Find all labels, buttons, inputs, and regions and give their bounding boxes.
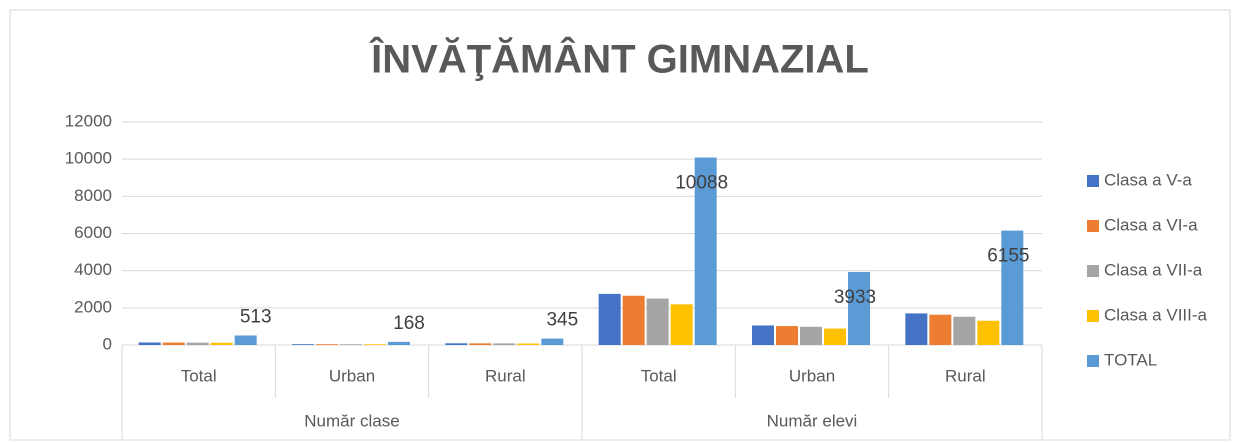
bar: [694, 157, 717, 345]
legend-label: Clasa a VIII-a: [1104, 305, 1208, 324]
bar: [493, 343, 516, 345]
data-label: 345: [546, 310, 578, 331]
bar: [234, 335, 257, 345]
bar: [776, 326, 798, 345]
x-tick-label: Urban: [789, 366, 835, 385]
data-label: 3933: [834, 287, 876, 308]
x-tick-label: Rural: [945, 366, 986, 385]
x-tick-label: Rural: [485, 366, 526, 385]
bar: [929, 314, 952, 345]
y-tick-label: 2000: [74, 297, 112, 316]
legend-swatch: [1087, 220, 1099, 232]
bar: [541, 338, 564, 345]
bar: [670, 304, 693, 345]
chart-title: ÎNVĂŢĂMÂNT GIMNAZIAL: [369, 36, 869, 82]
group-label: Număr clase: [304, 411, 399, 430]
bar: [752, 325, 774, 345]
legend-label: Clasa a VII-a: [1104, 260, 1203, 279]
bar: [848, 271, 870, 345]
legend-swatch: [1087, 175, 1099, 187]
bar: [138, 342, 161, 345]
bar: [445, 343, 468, 345]
bar: [340, 344, 362, 345]
bar: [800, 326, 822, 345]
bar: [316, 344, 338, 345]
bar: [646, 298, 669, 345]
bar: [1001, 230, 1024, 345]
y-tick-label: 12000: [65, 111, 112, 130]
legend-swatch: [1087, 265, 1099, 277]
bar: [469, 343, 492, 345]
bar: [905, 313, 928, 345]
data-label: 513: [240, 306, 272, 327]
x-tick-label: Total: [641, 366, 677, 385]
bar: [953, 316, 976, 345]
data-label: 168: [393, 313, 425, 334]
bar: [517, 343, 540, 345]
legend-label: TOTAL: [1104, 350, 1157, 369]
bar: [388, 341, 410, 345]
bar: [824, 328, 846, 345]
group-label: Număr elevi: [767, 411, 858, 430]
bar: [186, 342, 209, 345]
y-tick-label: 6000: [74, 223, 112, 242]
data-label: 6155: [987, 246, 1029, 267]
legend-swatch: [1087, 310, 1099, 322]
legend-label: Clasa a V-a: [1104, 170, 1192, 189]
y-tick-label: 8000: [74, 186, 112, 205]
y-tick-label: 4000: [74, 260, 112, 279]
bar: [977, 320, 1000, 345]
bar: [598, 293, 621, 345]
legend-swatch: [1087, 355, 1099, 367]
y-tick-label: 0: [103, 334, 112, 353]
legend-label: Clasa a VI-a: [1104, 215, 1198, 234]
bar: [622, 295, 645, 345]
chart-frame: [9, 9, 1231, 441]
bar: [210, 342, 233, 345]
data-label: 10088: [675, 173, 728, 194]
bar: [162, 342, 185, 345]
bar: [364, 344, 386, 345]
bar: [292, 344, 314, 345]
x-tick-label: Total: [181, 366, 217, 385]
x-tick-label: Urban: [329, 366, 375, 385]
y-tick-label: 10000: [65, 149, 112, 168]
